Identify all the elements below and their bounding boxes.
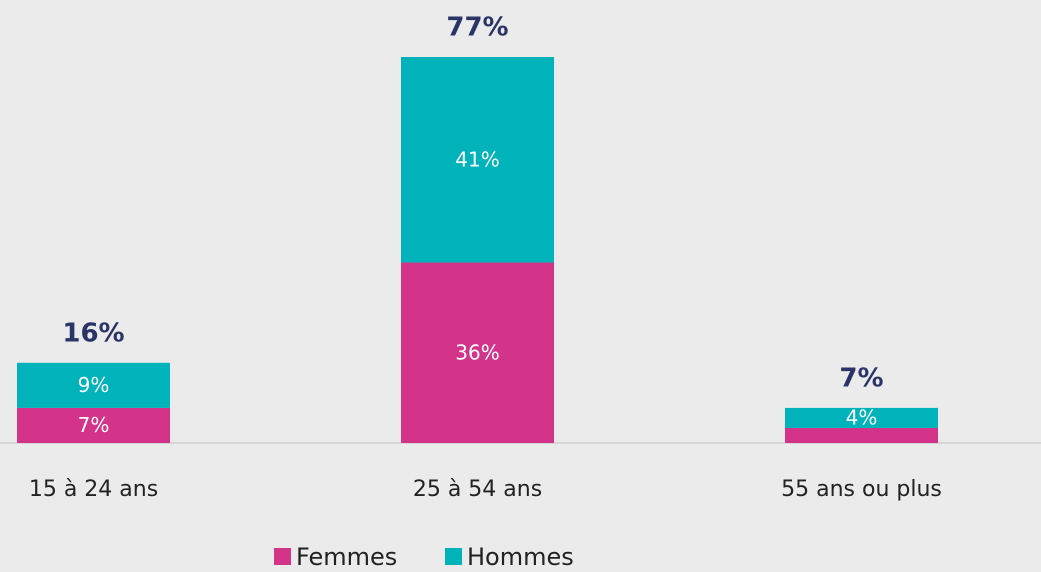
legend-swatch: [445, 548, 462, 565]
bar-segment: [17, 407, 170, 443]
x-tick-label: 25 à 54 ans: [413, 477, 542, 502]
bar-segment: [17, 362, 170, 408]
bar-segment: [785, 427, 938, 443]
value-label: 36%: [455, 340, 499, 364]
bar-segment: [401, 57, 554, 263]
total-label: 16%: [62, 318, 124, 348]
value-label: 41%: [455, 147, 499, 171]
value-label: 9%: [78, 373, 110, 397]
x-tick-label: 15 à 24 ans: [29, 477, 158, 502]
bar-segment: [785, 407, 938, 428]
total-label: 7%: [839, 363, 883, 393]
legend-label: Femmes: [296, 543, 397, 571]
value-label: 4%: [846, 405, 878, 429]
total-label: 77%: [446, 13, 508, 43]
legend-swatch: [274, 548, 291, 565]
value-label: 7%: [78, 413, 110, 437]
x-tick-label: 55 ans ou plus: [781, 477, 942, 502]
legend-label: Hommes: [467, 543, 574, 571]
bar-segment: [401, 262, 554, 443]
